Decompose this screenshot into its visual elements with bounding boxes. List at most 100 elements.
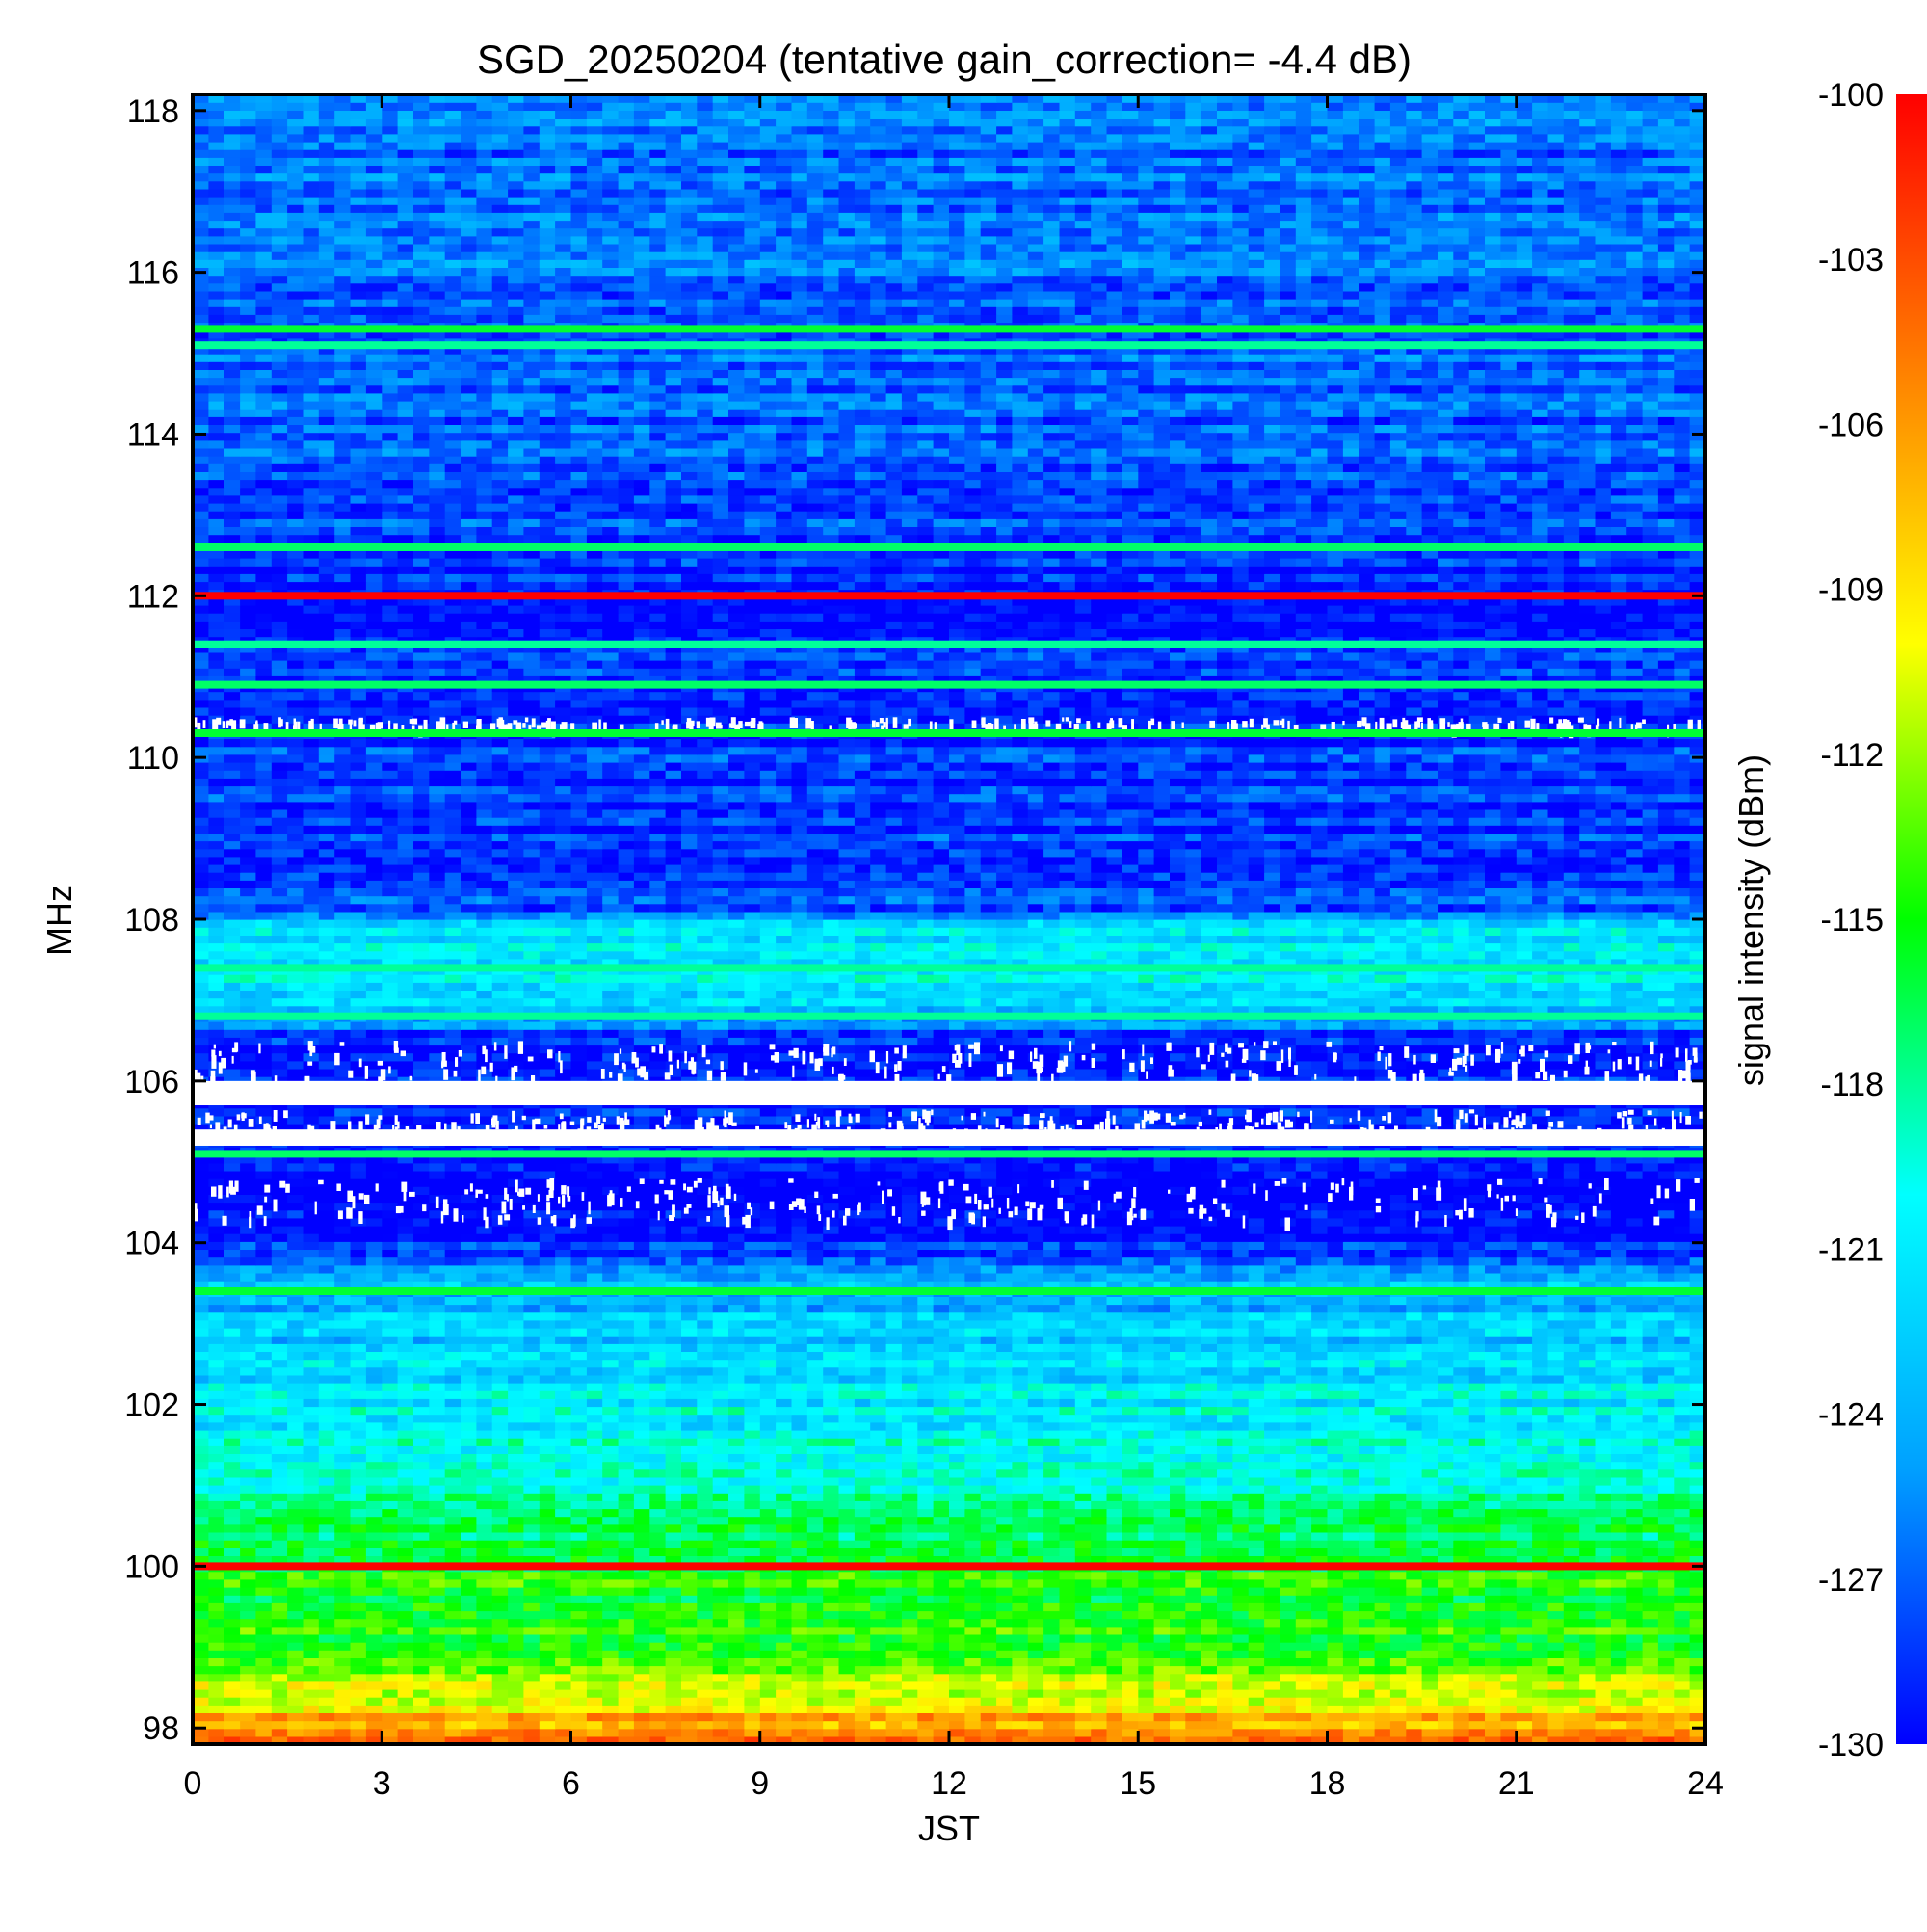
heatmap-cell bbox=[1074, 1688, 1092, 1698]
heatmap-cell bbox=[1280, 1578, 1297, 1588]
heatmap-cell bbox=[870, 1374, 887, 1384]
heatmap-cell bbox=[633, 1461, 650, 1470]
heatmap-cell bbox=[318, 1705, 335, 1713]
heatmap-cell bbox=[791, 1359, 808, 1368]
heatmap-cell bbox=[1342, 1626, 1359, 1635]
heatmap-cell bbox=[917, 1705, 935, 1713]
heatmap-cell bbox=[1453, 1697, 1470, 1706]
heatmap-cell bbox=[1122, 1414, 1139, 1423]
heatmap-cell bbox=[1610, 1540, 1627, 1548]
heatmap-cell bbox=[224, 1555, 241, 1565]
heatmap-cell bbox=[870, 1681, 887, 1690]
heatmap-cell bbox=[476, 1610, 493, 1620]
heatmap-cell bbox=[1170, 1602, 1186, 1612]
heatmap-cell bbox=[1674, 1618, 1691, 1628]
heatmap-cell bbox=[1295, 1735, 1312, 1745]
heatmap-cell bbox=[508, 1571, 525, 1580]
heatmap-cell bbox=[854, 1587, 871, 1596]
heatmap-cell bbox=[618, 1633, 635, 1643]
heatmap-cell bbox=[964, 1500, 982, 1510]
heatmap-cell bbox=[1012, 1374, 1029, 1384]
heatmap-cell bbox=[1138, 1383, 1155, 1391]
heatmap-cell bbox=[1012, 1523, 1029, 1533]
heatmap-cell bbox=[1421, 1421, 1439, 1431]
heatmap-cell bbox=[350, 1571, 367, 1580]
heatmap-cell bbox=[1074, 1523, 1092, 1533]
heatmap-cell bbox=[1626, 1366, 1644, 1376]
heatmap-cell bbox=[1579, 1531, 1597, 1541]
heatmap-cell bbox=[334, 1697, 352, 1706]
heatmap-cell bbox=[1027, 1366, 1044, 1376]
heatmap-cell bbox=[350, 1485, 367, 1494]
heatmap-cell bbox=[1421, 1461, 1439, 1470]
heatmap-cell bbox=[1091, 1587, 1108, 1596]
heatmap-cell bbox=[444, 1735, 462, 1745]
heatmap-cell bbox=[949, 1366, 965, 1376]
heatmap-cell bbox=[429, 1414, 446, 1423]
heatmap-cell bbox=[1468, 1398, 1486, 1408]
heatmap-cell bbox=[555, 1587, 572, 1596]
heatmap-cell bbox=[193, 1398, 209, 1408]
heatmap-cell bbox=[602, 1476, 620, 1486]
heatmap-cell bbox=[681, 1500, 698, 1510]
heatmap-cell bbox=[1138, 1578, 1155, 1588]
heatmap-cell bbox=[1532, 1626, 1549, 1635]
heatmap-cell bbox=[397, 1735, 414, 1745]
heatmap-cell bbox=[397, 1633, 414, 1643]
heatmap-cell bbox=[193, 1705, 209, 1713]
heatmap-cell bbox=[1642, 1366, 1659, 1376]
heatmap-cell bbox=[1217, 1720, 1233, 1730]
heatmap-cell bbox=[1516, 1540, 1533, 1548]
heatmap-cell bbox=[255, 1351, 273, 1361]
heatmap-cell bbox=[1532, 1712, 1549, 1722]
heatmap-cell bbox=[791, 1453, 808, 1463]
heatmap-cell bbox=[791, 1571, 808, 1580]
heatmap-cell bbox=[665, 1406, 682, 1416]
heatmap-cell bbox=[917, 1688, 935, 1698]
heatmap-cell bbox=[649, 1453, 667, 1463]
heatmap-cell bbox=[697, 1421, 714, 1431]
heatmap-cell bbox=[287, 1500, 304, 1510]
heatmap-cell bbox=[1406, 1610, 1423, 1620]
heatmap-cell bbox=[1138, 1705, 1155, 1713]
heatmap-cell bbox=[1280, 1642, 1297, 1651]
heatmap-cell bbox=[1610, 1626, 1627, 1635]
heatmap-cell bbox=[1359, 1571, 1376, 1580]
heatmap-cell bbox=[980, 1469, 997, 1478]
heatmap-cell bbox=[917, 1673, 935, 1682]
heatmap-cell bbox=[193, 1461, 209, 1470]
heatmap-cell bbox=[1201, 1540, 1218, 1548]
heatmap-cell bbox=[255, 1390, 273, 1399]
heatmap-cell bbox=[240, 1610, 257, 1620]
heatmap-cell bbox=[1091, 1414, 1108, 1423]
heatmap-cell bbox=[1626, 1516, 1644, 1525]
heatmap-cell bbox=[1485, 1665, 1501, 1675]
heatmap-cell bbox=[901, 1712, 918, 1722]
heatmap-cell bbox=[382, 1485, 399, 1494]
heatmap-cell bbox=[1074, 1366, 1092, 1376]
heatmap-cell bbox=[1138, 1665, 1155, 1675]
heatmap-cell bbox=[1201, 1633, 1218, 1643]
heatmap-cell bbox=[1500, 1665, 1518, 1675]
heatmap-cell bbox=[1485, 1633, 1501, 1643]
heatmap-cell bbox=[523, 1720, 541, 1730]
heatmap-cell bbox=[885, 1555, 903, 1565]
heatmap-cell bbox=[806, 1665, 824, 1675]
heatmap-cell bbox=[1610, 1366, 1627, 1376]
heatmap-cell bbox=[1170, 1642, 1186, 1651]
heatmap-cell bbox=[287, 1657, 304, 1667]
heatmap-cell bbox=[697, 1587, 714, 1596]
heatmap-cell bbox=[1516, 1673, 1533, 1682]
heatmap-cell bbox=[712, 1595, 729, 1603]
heatmap-cell bbox=[271, 1351, 288, 1361]
heatmap-cell bbox=[1674, 1531, 1691, 1541]
heatmap-cell bbox=[1248, 1359, 1265, 1368]
heatmap-cell bbox=[586, 1657, 603, 1667]
heatmap-cell bbox=[271, 1421, 288, 1431]
heatmap-cell bbox=[712, 1728, 729, 1737]
heatmap-cell bbox=[712, 1421, 729, 1431]
heatmap-cell bbox=[633, 1343, 650, 1352]
heatmap-cell bbox=[1232, 1626, 1250, 1635]
heatmap-cell bbox=[1153, 1523, 1171, 1533]
heatmap-cell bbox=[1468, 1720, 1486, 1730]
